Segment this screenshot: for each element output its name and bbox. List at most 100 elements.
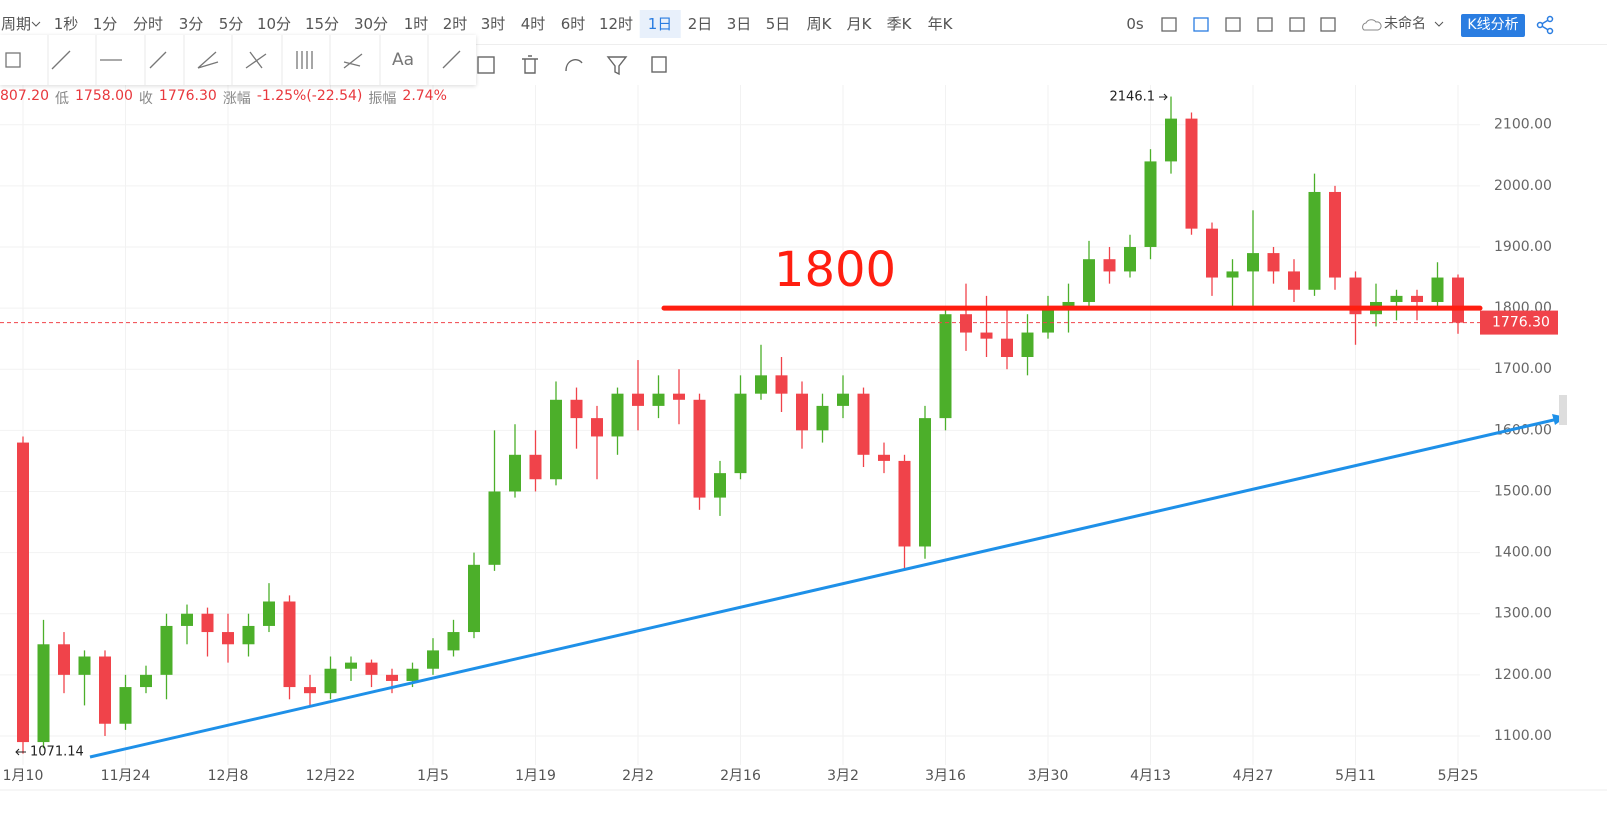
- candle-body: [1165, 118, 1177, 162]
- interval[interactable]: 周K: [806, 15, 832, 33]
- tool-icon[interactable]: [522, 55, 538, 74]
- x-tick-label: 2月2: [622, 768, 654, 784]
- y-tick-label: 2100.00: [1494, 117, 1552, 133]
- interval[interactable]: 1分: [92, 15, 118, 33]
- interval-toolbar: 周期 1秒 1分 分时 3分 5分 10分 15分 30分 1时 2时 3时 4时 6时 12时 1日 2日 3日…: [0, 0, 1607, 45]
- candle-body: [652, 393, 665, 406]
- candle-body: [181, 613, 193, 626]
- toolbar-icon[interactable]: [1289, 17, 1305, 32]
- candle-body: [119, 687, 132, 724]
- candle-body: [1329, 191, 1341, 278]
- interval[interactable]: 季K: [886, 15, 912, 33]
- toolbar-icon[interactable]: [1257, 17, 1273, 32]
- tool-icon[interactable]: [197, 51, 219, 69]
- tool-icon[interactable]: [51, 50, 71, 70]
- share-dot: [1536, 21, 1544, 29]
- tool-icon[interactable]: [606, 56, 628, 76]
- tool-icon[interactable]: [5, 52, 21, 68]
- candle-body: [263, 601, 275, 626]
- analysis-button[interactable]: K线分析: [1461, 14, 1525, 37]
- y-tick-label: 1100.00: [1494, 728, 1552, 744]
- candle-body: [591, 418, 603, 437]
- candle-body: [468, 564, 480, 633]
- share-dot: [1546, 15, 1554, 23]
- tool-icon[interactable]: [149, 51, 167, 69]
- interval[interactable]: 10分: [256, 15, 292, 33]
- candle-body: [980, 332, 993, 339]
- info-label: 收: [138, 91, 153, 107]
- candle-body: [1431, 277, 1444, 302]
- layout-name[interactable]: 未命名: [1384, 16, 1426, 32]
- candle-body: [939, 314, 952, 419]
- min-arrow: [15, 748, 26, 756]
- x-tick-label: 4月27: [1233, 768, 1274, 784]
- candle-body: [898, 460, 911, 547]
- info-value: -1.25%(-22.54): [256, 88, 363, 104]
- candle-body: [796, 393, 808, 431]
- interval[interactable]: 3分: [178, 15, 204, 33]
- tool-icon[interactable]: [477, 56, 495, 74]
- tool-divider: [47, 35, 429, 85]
- interval[interactable]: 年K: [927, 15, 953, 33]
- x-tick-label: 12月8: [208, 768, 249, 784]
- interval[interactable]: 1时: [403, 15, 429, 33]
- candle-body: [1103, 259, 1116, 272]
- x-tick-label: 1月10: [3, 768, 44, 784]
- interval[interactable]: 12时: [598, 15, 634, 33]
- interval[interactable]: 1日: [639, 10, 681, 38]
- x-tick-label: 2月16: [720, 768, 761, 784]
- interval[interactable]: 分时: [132, 15, 164, 33]
- candle-body: [755, 375, 767, 394]
- interval[interactable]: 3日: [726, 15, 752, 33]
- tool-icon[interactable]: [442, 50, 461, 69]
- timer[interactable]: 0s: [1126, 15, 1144, 33]
- candle-body: [17, 442, 29, 743]
- candle-body: [1267, 253, 1280, 272]
- x-tick-label: 1月5: [417, 768, 449, 784]
- tool-icon[interactable]: [565, 59, 583, 72]
- candle-body: [304, 687, 316, 694]
- text-tool[interactable]: Aa: [392, 50, 414, 70]
- interval[interactable]: 5分: [218, 15, 244, 33]
- candle-body: [1001, 338, 1013, 357]
- interval[interactable]: 周期: [0, 15, 32, 33]
- candle-body: [365, 662, 378, 675]
- x-tick-label: 3月16: [925, 768, 966, 784]
- candle-body: [1021, 332, 1034, 357]
- x-tick-label: 5月25: [1438, 768, 1479, 784]
- toolbar-icon[interactable]: [1320, 17, 1336, 32]
- interval[interactable]: 2日: [687, 15, 713, 33]
- last-price-label: 1776.30: [1492, 315, 1550, 331]
- interval[interactable]: 4时: [520, 15, 546, 33]
- toolbar-icon[interactable]: [1193, 17, 1209, 32]
- toolbar-icon[interactable]: [1161, 17, 1177, 32]
- tool-icon[interactable]: [296, 51, 313, 69]
- interval[interactable]: 15分: [304, 15, 340, 33]
- y-tick-label: 1300.00: [1494, 606, 1552, 622]
- ohlc-info: 807.20 低 1758.00 收 1776.30 涨幅 -1.25%(-22.54) 振幅…: [0, 88, 447, 108]
- cloud-icon: [1362, 19, 1382, 31]
- info-label: 涨幅: [222, 91, 251, 107]
- interval[interactable]: 30分: [353, 15, 389, 33]
- candle-body: [693, 399, 706, 498]
- tool-icon[interactable]: [651, 56, 667, 73]
- interval[interactable]: 3时: [480, 15, 506, 33]
- dropdown-arrow: [1434, 21, 1444, 27]
- interval[interactable]: 月K: [846, 15, 872, 33]
- candle-body: [1062, 301, 1075, 309]
- candle-body: [1390, 295, 1403, 302]
- candle-body: [509, 454, 521, 492]
- tool-icon[interactable]: [343, 53, 363, 69]
- interval[interactable]: 1秒: [53, 15, 79, 33]
- y-tick-label: 1400.00: [1494, 545, 1552, 561]
- candle-body: [714, 473, 726, 498]
- interval[interactable]: 6时: [560, 15, 586, 33]
- toolbar-icon[interactable]: [1225, 17, 1241, 32]
- scroll-tab: [1559, 395, 1567, 425]
- candle-body: [1226, 271, 1239, 278]
- tool-icon[interactable]: [245, 51, 267, 69]
- interval[interactable]: 5日: [765, 15, 791, 33]
- interval[interactable]: 2时: [442, 15, 468, 33]
- x-tick-label: 12月22: [306, 768, 356, 784]
- info-value: 2.74%: [402, 88, 447, 104]
